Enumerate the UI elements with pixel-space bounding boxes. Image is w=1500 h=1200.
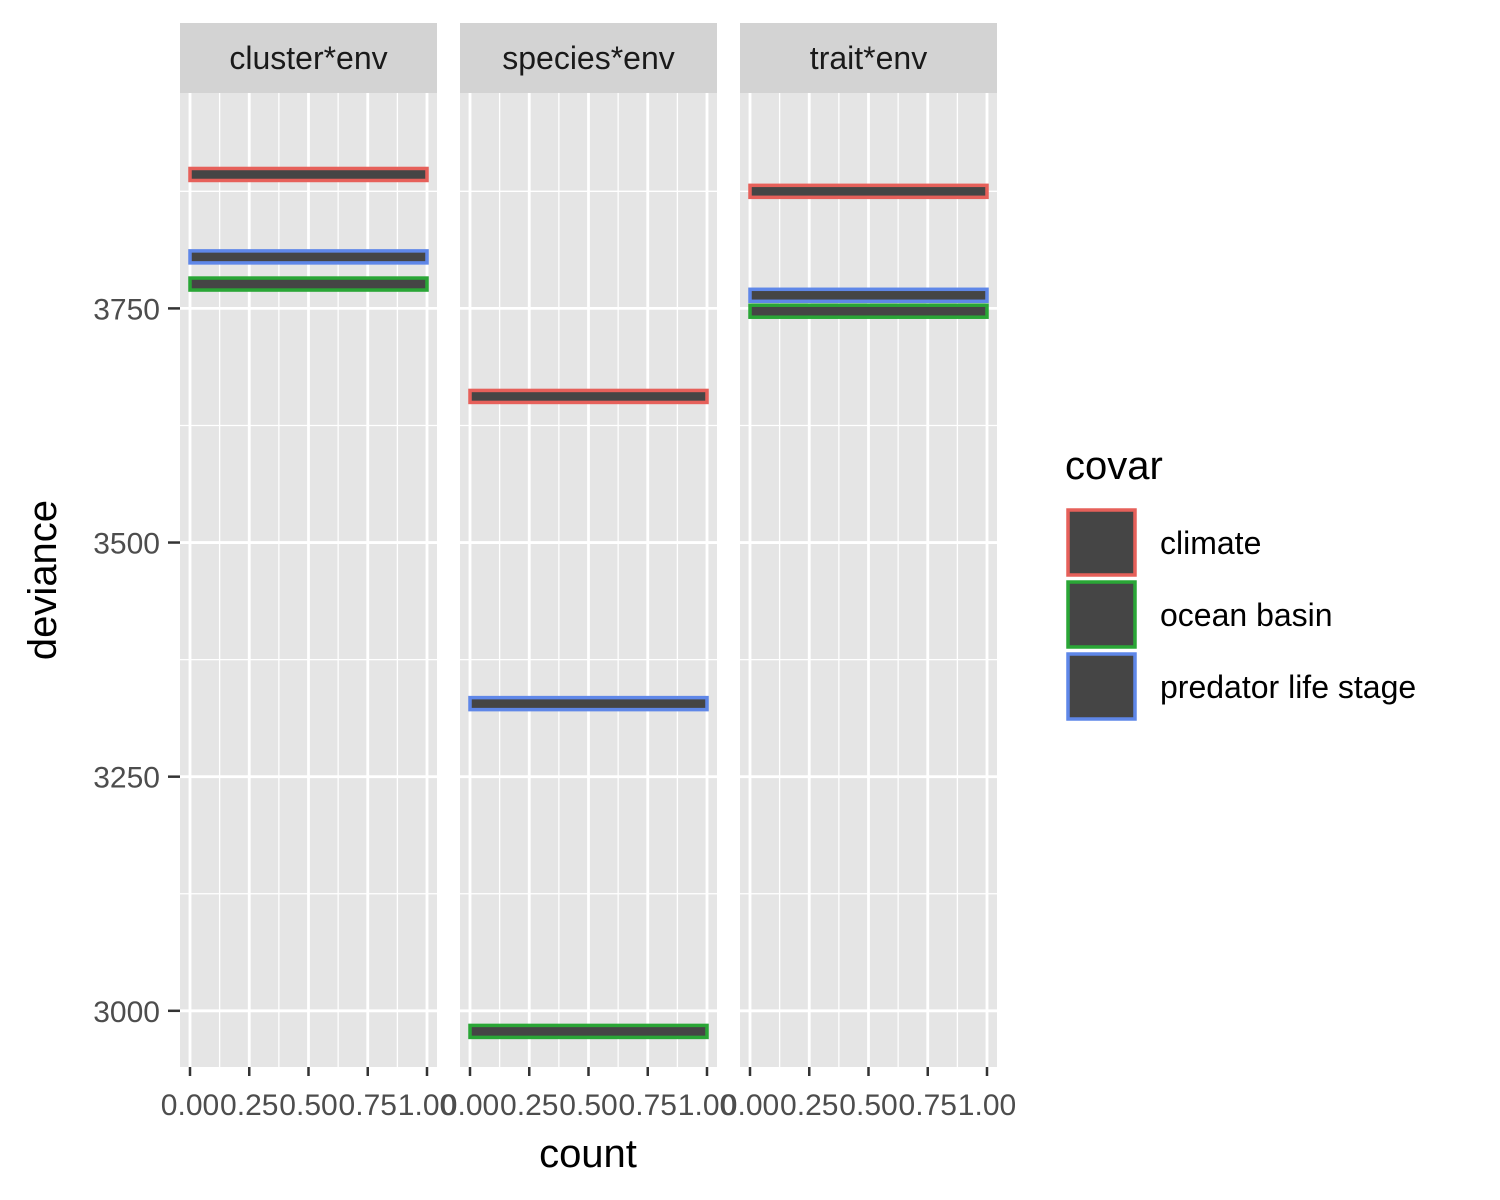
x-tick-label: 0.50	[559, 1089, 617, 1122]
y-tick-label: 3500	[93, 528, 160, 561]
x-tick-label: 1.00	[958, 1089, 1016, 1122]
x-tick-label: 0.75	[619, 1089, 677, 1122]
panels-layer: cluster*env species*env trait*env	[180, 23, 997, 1067]
legend-label: climate	[1160, 525, 1261, 561]
x-tick-label: 1.00	[678, 1089, 736, 1122]
legend-item: climate	[1066, 508, 1261, 577]
facet-panel: cluster*env	[180, 23, 437, 1067]
bar	[468, 695, 709, 712]
bar	[188, 249, 429, 265]
bar	[748, 287, 989, 304]
facet-panel: species*env	[460, 23, 717, 1067]
legend-key	[1066, 508, 1137, 577]
facet-strip	[740, 23, 997, 93]
bar	[188, 166, 429, 183]
x-tick-label: 0.50	[279, 1089, 337, 1122]
x-tick-label: 0.25	[220, 1089, 278, 1122]
legend-label: ocean basin	[1160, 597, 1333, 633]
bar	[468, 388, 709, 405]
facet-strip	[460, 23, 717, 93]
facet-strip	[180, 23, 437, 93]
y-tick-label: 3000	[93, 996, 160, 1029]
y-axis-title: deviance	[21, 500, 65, 660]
bar	[748, 183, 989, 200]
facet-strip-label: cluster*env	[229, 40, 387, 76]
legend-item: predator life stage	[1066, 652, 1416, 721]
x-tick-label: 0.00	[161, 1089, 219, 1122]
bar	[748, 303, 989, 319]
x-tick-label: 1.00	[398, 1089, 456, 1122]
x-tick-label: 0.75	[899, 1089, 957, 1122]
y-tick-label: 3750	[93, 293, 160, 326]
y-tick-label: 3250	[93, 762, 160, 795]
legend-key	[1066, 580, 1137, 649]
y-axis: 3000 3250 3500 3750	[93, 293, 180, 1029]
x-axis: 0.00 0.25 0.50 0.75 1.000.00 0.25 0.50 0.75 1.00…	[161, 1067, 1016, 1122]
legend-label: predator life stage	[1160, 669, 1416, 705]
legend-item: ocean basin	[1066, 580, 1333, 649]
x-tick-label: 0.00	[441, 1089, 499, 1122]
bar	[468, 1023, 709, 1040]
x-tick-label: 0.25	[500, 1089, 558, 1122]
legend-title: covar	[1065, 444, 1163, 488]
legend-key	[1066, 652, 1137, 721]
x-tick-label: 0.25	[780, 1089, 838, 1122]
bar	[188, 276, 429, 292]
x-tick-label: 0.50	[839, 1089, 897, 1122]
x-tick-label: 0.75	[339, 1089, 397, 1122]
legend: covar climate ocean basin predator life st…	[1065, 444, 1416, 721]
facet-strip-label: species*env	[502, 40, 675, 76]
facet-strip-label: trait*env	[810, 40, 927, 76]
x-axis-title: count	[539, 1132, 637, 1176]
x-tick-label: 0.00	[721, 1089, 779, 1122]
facet-panel: trait*env	[740, 23, 997, 1067]
